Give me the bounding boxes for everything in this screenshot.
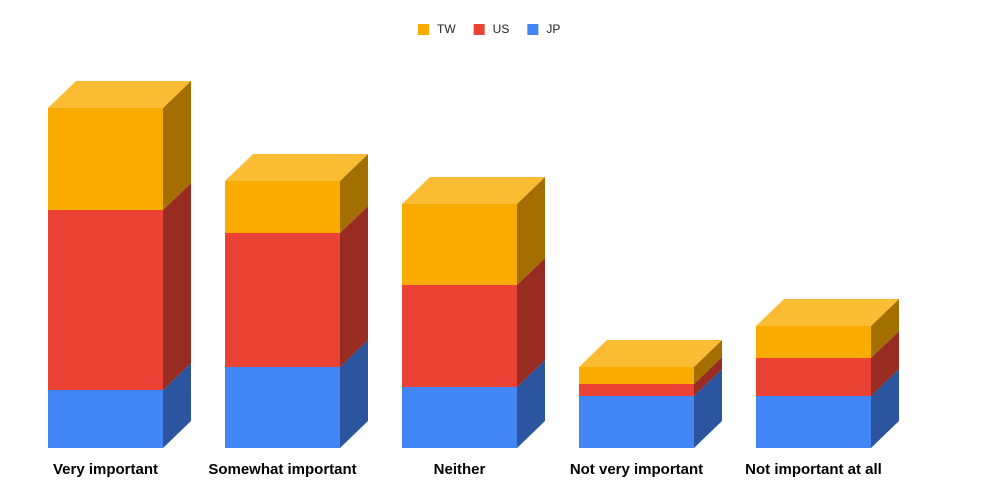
bar-segment <box>48 210 163 390</box>
x-tick-label: Neither <box>434 461 486 478</box>
bar-segment <box>402 285 517 387</box>
bar-top <box>225 154 368 181</box>
bar-top <box>48 81 191 108</box>
bar-top <box>579 340 722 367</box>
bar-side <box>694 369 722 448</box>
bar-segment <box>756 396 871 448</box>
x-tick-label: Not very important <box>570 461 703 478</box>
bar-segment <box>225 233 340 367</box>
bar-side <box>163 81 191 210</box>
bar-segment <box>579 384 694 396</box>
bar-side <box>163 363 191 448</box>
legend-swatch <box>527 24 539 35</box>
x-tick-label: Very important <box>53 461 158 478</box>
bar-segment <box>225 367 340 448</box>
bar-segment <box>48 390 163 448</box>
bar-side <box>694 357 722 396</box>
bar-top <box>756 299 899 326</box>
legend-swatch <box>418 24 429 35</box>
bar-top <box>402 177 545 204</box>
bar-side <box>163 183 191 390</box>
legend-label: JP <box>546 22 560 36</box>
bar-side <box>340 154 368 233</box>
bar-segment <box>225 181 340 233</box>
bar-segment <box>579 367 694 384</box>
bar-side <box>871 369 899 448</box>
bar-segment <box>756 358 871 396</box>
bar-segment <box>402 204 517 285</box>
bar-side <box>694 340 722 384</box>
bar-segment <box>579 396 694 448</box>
bar-side <box>517 360 545 448</box>
legend-swatch <box>473 24 485 35</box>
legend-label: US <box>493 22 510 36</box>
bar-segment <box>756 326 871 358</box>
bar-segment <box>48 108 163 210</box>
bar-side <box>340 206 368 367</box>
bar-side <box>871 299 899 358</box>
bar-side <box>340 340 368 448</box>
legend-label: TW <box>437 22 456 36</box>
bar-side <box>517 258 545 387</box>
bar-segment <box>402 387 517 448</box>
bar-side <box>871 331 899 396</box>
bar-side <box>517 177 545 285</box>
x-tick-label: Somewhat important <box>208 461 356 478</box>
x-tick-label: Not important at all <box>745 461 882 478</box>
